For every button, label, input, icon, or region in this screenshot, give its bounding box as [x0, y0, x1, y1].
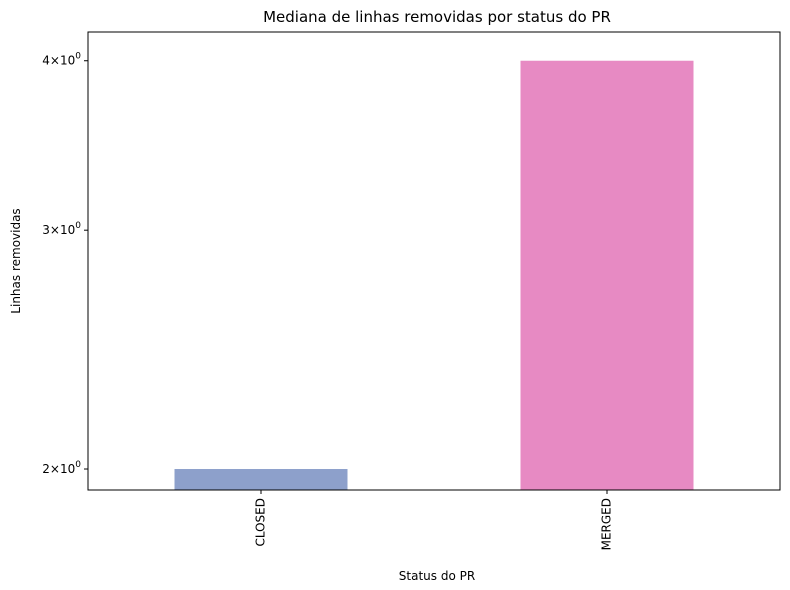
- bar-closed: [174, 469, 348, 490]
- x-axis-label: Status do PR: [399, 569, 475, 583]
- y-axis-label: Linhas removidas: [9, 208, 23, 313]
- chart-title: Mediana de linhas removidas por status d…: [263, 8, 611, 26]
- bar-merged: [520, 60, 694, 491]
- x-tick-label: CLOSED: [254, 498, 268, 547]
- plot-frame: [87, 31, 781, 491]
- bars-group: [174, 60, 694, 491]
- y-axis-ticks: 2×100 3×100 4×100: [42, 52, 88, 476]
- y-tick-label: 2×100: [42, 460, 81, 476]
- y-tick-label: 4×100: [42, 52, 81, 68]
- x-tick-label: MERGED: [600, 498, 614, 550]
- x-axis-ticks: CLOSED MERGED: [254, 490, 614, 550]
- y-tick-label: 3×100: [42, 221, 81, 237]
